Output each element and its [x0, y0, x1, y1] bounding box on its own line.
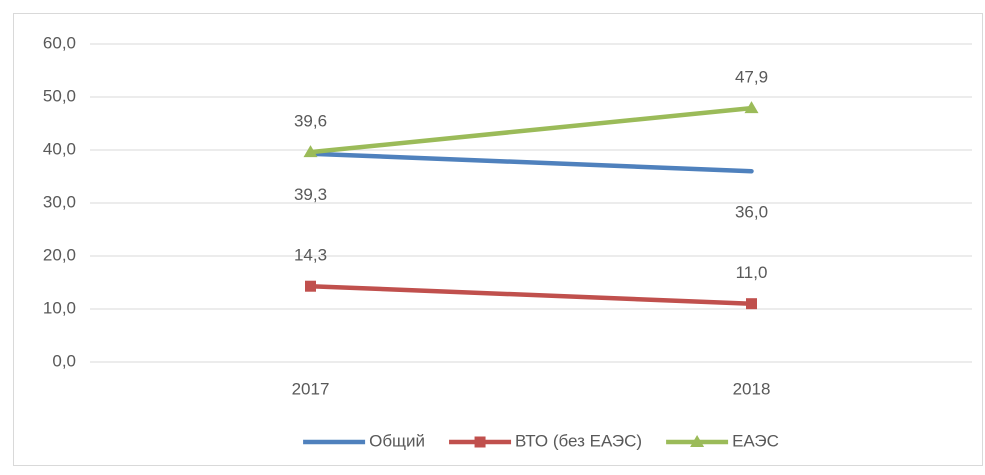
- data-label: 14,3: [294, 246, 327, 265]
- series-line: [308, 151, 754, 174]
- marker: [744, 101, 759, 114]
- x-tick-label: 2017: [292, 379, 330, 398]
- marker: [305, 280, 316, 292]
- x-tick-label: 2018: [733, 379, 771, 398]
- y-tick-label: 60,0: [43, 33, 76, 52]
- legend-marker: [474, 436, 486, 448]
- legend-marker: [690, 435, 705, 447]
- y-tick-label: 10,0: [43, 298, 76, 317]
- y-tick-label: 50,0: [43, 86, 76, 105]
- legend-label: ЕАЭС: [732, 431, 779, 450]
- y-tick-label: 40,0: [43, 139, 76, 158]
- data-label: 39,3: [294, 185, 327, 204]
- data-label: 36,0: [735, 203, 768, 222]
- legend-label: ВТО (без ЕАЭС): [515, 431, 642, 450]
- marker: [303, 145, 318, 158]
- series-line: [308, 105, 754, 155]
- series-line: [308, 283, 754, 306]
- y-tick-label: 20,0: [43, 245, 76, 264]
- data-label: 39,6: [294, 112, 327, 131]
- y-tick-label: 30,0: [43, 192, 76, 211]
- chart-border: [13, 13, 983, 466]
- data-label: 11,0: [736, 263, 768, 282]
- legend-label: Общий: [369, 431, 425, 450]
- y-tick-label: 0,0: [52, 351, 76, 370]
- marker: [746, 298, 757, 310]
- data-label: 47,9: [735, 68, 768, 87]
